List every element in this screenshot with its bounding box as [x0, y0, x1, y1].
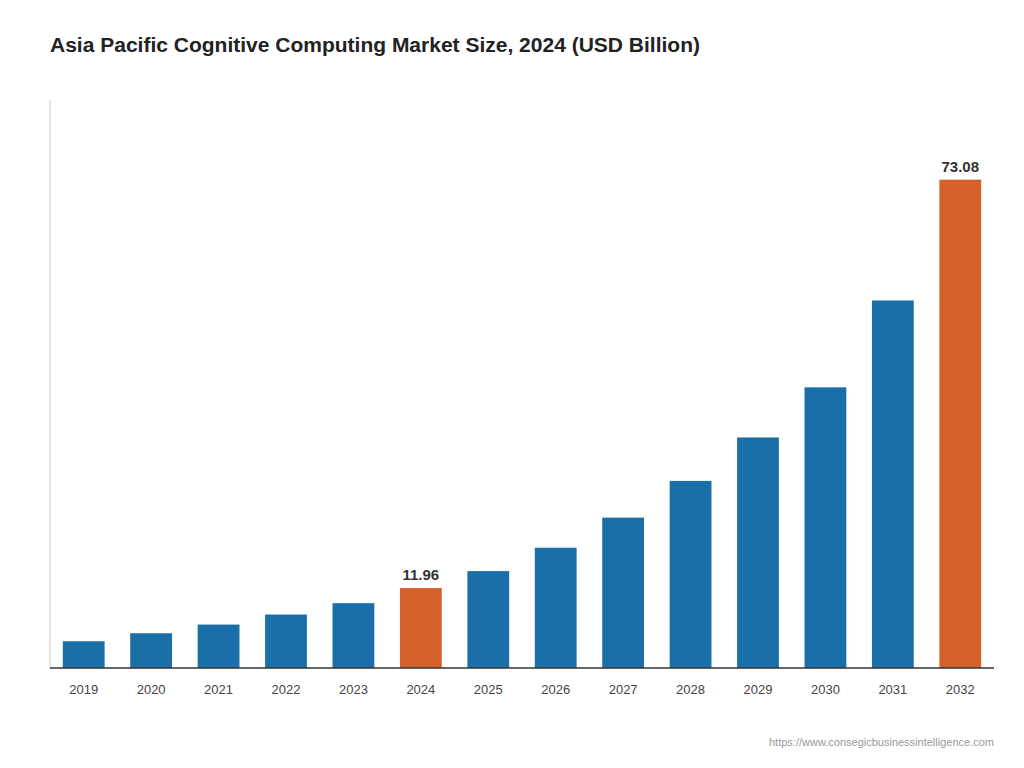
bar — [63, 641, 105, 668]
bar — [467, 571, 509, 668]
bar — [602, 518, 644, 668]
bar — [333, 603, 375, 668]
x-tick-label: 2022 — [272, 682, 301, 697]
bars — [63, 180, 981, 668]
bar — [670, 481, 712, 668]
chart-container: Asia Pacific Cognitive Computing Market … — [0, 0, 1024, 768]
x-tick-label: 2027 — [609, 682, 638, 697]
chart-title: Asia Pacific Cognitive Computing Market … — [50, 33, 700, 56]
bar — [265, 615, 307, 668]
x-tick-label: 2025 — [474, 682, 503, 697]
x-tick-label: 2020 — [137, 682, 166, 697]
x-tick-label: 2031 — [878, 682, 907, 697]
x-tick-label: 2032 — [946, 682, 975, 697]
x-tick-label: 2026 — [541, 682, 570, 697]
bar — [805, 387, 847, 668]
x-tick-label: 2019 — [69, 682, 98, 697]
data-label: 11.96 — [402, 566, 439, 583]
data-label: 73.08 — [942, 158, 980, 175]
x-tick-label: 2028 — [676, 682, 705, 697]
x-tick-label: 2029 — [744, 682, 773, 697]
x-tick-label: 2021 — [204, 682, 233, 697]
chart-svg: Asia Pacific Cognitive Computing Market … — [0, 0, 1024, 768]
x-tick-label: 2030 — [811, 682, 840, 697]
bar — [400, 588, 442, 668]
bar — [535, 548, 577, 668]
x-tick-label: 2024 — [406, 682, 435, 697]
source-annotation: https://www.consegicbusinessintelligence… — [769, 736, 994, 748]
x-axis-line — [50, 667, 994, 669]
y-axis-line — [50, 100, 51, 668]
bar — [872, 300, 914, 668]
bar — [737, 437, 779, 668]
x-tick-label: 2023 — [339, 682, 368, 697]
bar — [130, 633, 172, 668]
bar — [198, 625, 240, 668]
bar — [939, 180, 981, 668]
